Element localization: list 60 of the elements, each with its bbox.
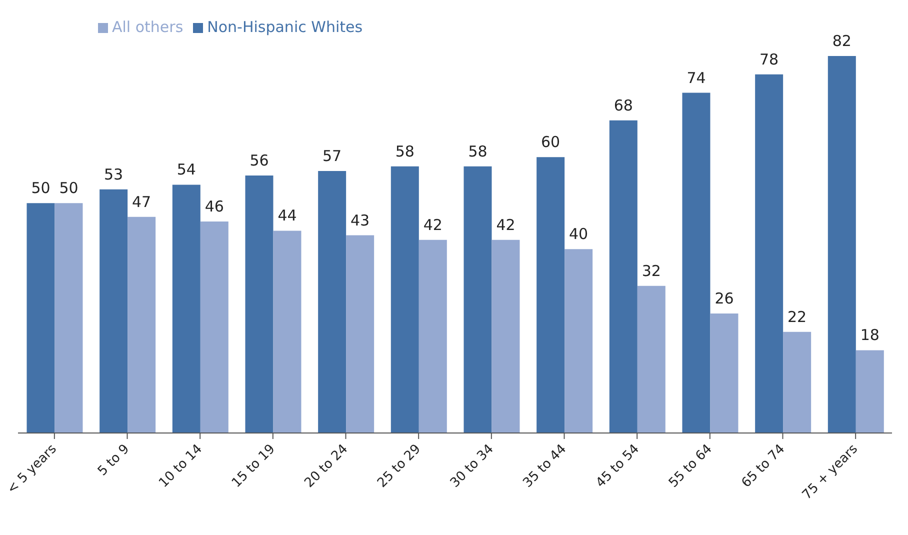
data-label: 18 xyxy=(860,326,880,344)
bar xyxy=(828,56,856,433)
bar xyxy=(783,332,812,433)
bar xyxy=(536,157,565,433)
data-label: 26 xyxy=(714,289,734,308)
x-tick-label: 5 to 9 xyxy=(95,442,133,480)
data-label: 58 xyxy=(395,142,414,160)
x-tick-label: 30 to 34 xyxy=(448,442,497,491)
bar xyxy=(710,313,738,433)
data-label: 50 xyxy=(31,179,50,198)
data-label: 60 xyxy=(541,133,560,152)
data-label: 32 xyxy=(642,262,661,280)
data-label: 56 xyxy=(250,152,269,170)
x-tick-label: 25 to 29 xyxy=(374,442,424,491)
data-label: 58 xyxy=(468,142,488,160)
data-label: 57 xyxy=(322,146,342,165)
bar xyxy=(346,235,374,433)
data-label: 43 xyxy=(350,211,370,230)
bar xyxy=(609,120,638,433)
bar xyxy=(464,166,492,433)
x-tick-label: 20 to 24 xyxy=(302,442,352,491)
bar xyxy=(245,176,274,433)
bar xyxy=(856,350,884,433)
data-label: 82 xyxy=(832,32,852,50)
bar xyxy=(492,240,520,433)
data-label: 78 xyxy=(760,50,779,68)
bar xyxy=(100,189,128,433)
legend-label: All others xyxy=(112,18,184,36)
bar xyxy=(418,240,447,433)
data-label: 42 xyxy=(496,216,516,234)
x-tick-label: 65 to 74 xyxy=(739,442,788,491)
x-tick-label: 55 to 64 xyxy=(666,442,716,491)
bar xyxy=(318,170,346,433)
bar xyxy=(390,166,419,433)
bar xyxy=(273,230,302,433)
bar xyxy=(755,74,784,433)
bar xyxy=(200,222,228,433)
bar xyxy=(128,216,156,433)
bar xyxy=(172,184,200,433)
data-label: 42 xyxy=(423,216,442,234)
bar xyxy=(637,286,666,433)
data-label: 22 xyxy=(788,308,807,326)
x-tick-label: 45 to 54 xyxy=(593,442,642,491)
data-label: 44 xyxy=(278,206,297,225)
bar xyxy=(564,249,593,433)
bar xyxy=(682,92,710,433)
data-label: 74 xyxy=(686,68,706,87)
bar xyxy=(54,203,83,433)
data-label: 50 xyxy=(59,179,78,198)
data-label: 40 xyxy=(569,225,588,244)
data-label: 54 xyxy=(176,160,196,179)
x-tick-label: 35 to 44 xyxy=(520,442,570,491)
data-label: 47 xyxy=(132,192,152,211)
data-label: 68 xyxy=(614,96,633,114)
data-label: 53 xyxy=(104,165,124,184)
x-tick-label: 15 to 19 xyxy=(229,442,278,491)
x-tick-label: 10 to 14 xyxy=(156,442,206,491)
bar xyxy=(26,203,55,433)
legend-label: Non-Hispanic Whites xyxy=(207,18,363,36)
data-label: 46 xyxy=(204,198,224,216)
